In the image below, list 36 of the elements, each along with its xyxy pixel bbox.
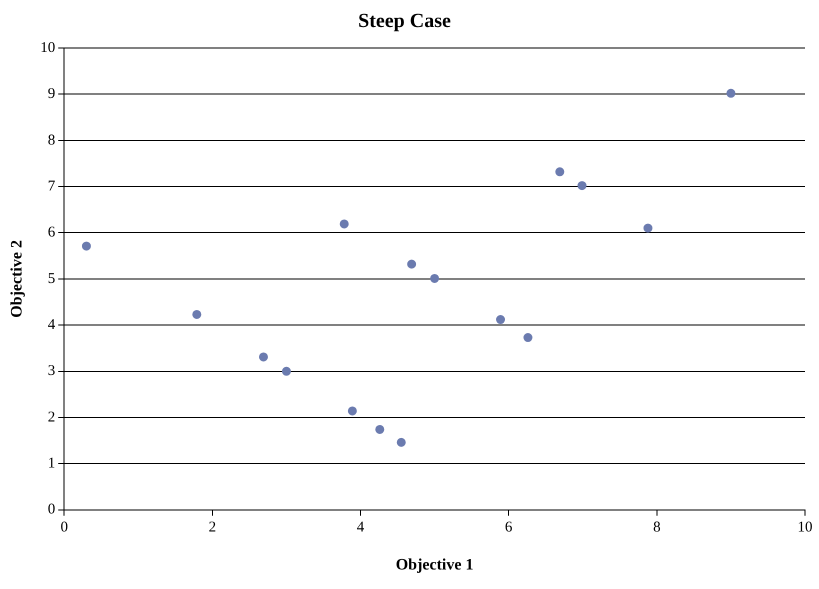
point bbox=[407, 260, 416, 269]
point bbox=[496, 315, 506, 324]
point bbox=[396, 438, 406, 447]
point bbox=[375, 424, 384, 434]
point bbox=[578, 181, 587, 190]
y-axis-title: Objective 2 bbox=[8, 240, 26, 318]
y-tick-label: 0 bbox=[48, 502, 56, 518]
y-tick-label: 2 bbox=[48, 409, 56, 426]
y-tick-label: 9 bbox=[48, 86, 56, 102]
x-tick-label: 2 bbox=[208, 520, 216, 536]
point bbox=[555, 167, 564, 176]
y-tick-label: 10 bbox=[40, 40, 56, 56]
point bbox=[82, 242, 91, 251]
x-axis-title: Objective 1 bbox=[396, 556, 474, 574]
x-tick-label: 0 bbox=[60, 520, 68, 536]
x-tick-label: 6 bbox=[504, 520, 513, 536]
point bbox=[523, 333, 532, 342]
y-tick-label: 4 bbox=[48, 317, 56, 334]
y-tick-label: 3 bbox=[48, 363, 56, 380]
point bbox=[643, 224, 652, 233]
y-tick-label: 1 bbox=[48, 456, 56, 472]
point bbox=[258, 352, 268, 362]
y-tick-label: 6 bbox=[48, 224, 56, 241]
x-tick-label: 4 bbox=[356, 520, 365, 536]
point bbox=[340, 219, 349, 228]
y-tick-label: 5 bbox=[48, 270, 56, 287]
point bbox=[726, 88, 736, 98]
y-tick-label: 8 bbox=[48, 132, 56, 148]
y-tick-label: 7 bbox=[48, 178, 56, 194]
point bbox=[282, 366, 291, 376]
chart-title: Steep Case bbox=[358, 10, 452, 32]
point bbox=[192, 310, 202, 319]
point bbox=[348, 406, 357, 416]
point bbox=[430, 274, 440, 283]
x-tick-label: 10 bbox=[798, 520, 812, 536]
x-tick-label: 8 bbox=[653, 520, 661, 536]
